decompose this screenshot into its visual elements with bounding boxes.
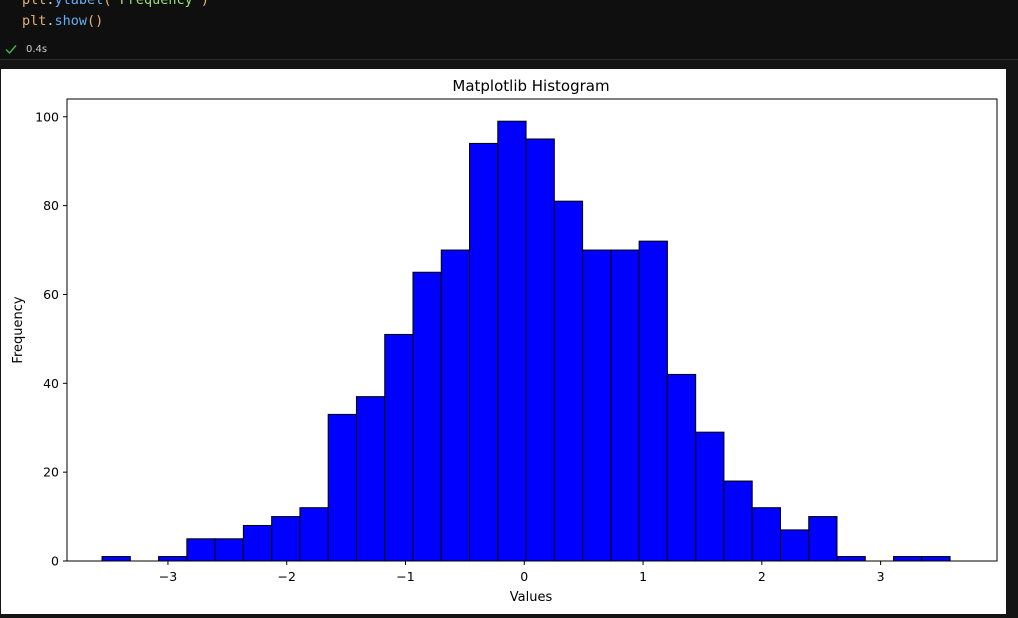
histogram-bar [638,240,668,562]
histogram-bar [469,142,499,562]
histogram-bar [695,431,725,562]
histogram-bar [440,249,471,562]
histogram-bar [158,556,188,562]
y-tick-label: 20 [43,465,59,480]
histogram-bar [186,538,216,562]
histogram-bar [214,538,244,562]
x-tick-label: 0 [520,569,528,584]
histogram-bar [384,333,414,562]
histogram-bar [779,529,810,562]
histogram-figure: Matplotlib Histogram −3 −2 −1 0 1 2 3 0 20 40 60 8… [1,69,1006,614]
histogram-bar [525,138,555,562]
histogram-bar [723,480,753,562]
histogram-bar [610,249,640,562]
y-axis-label: Frequency [11,296,26,363]
y-tick-label: 0 [51,554,59,569]
histogram-bar [582,249,612,562]
histogram-bar [751,507,781,562]
x-axis-label: Values [510,590,553,605]
histogram-bar [808,516,838,562]
plot-frame [66,98,998,562]
histogram-bar [553,200,584,562]
histogram-bar [921,556,951,562]
histogram-bar [299,507,329,562]
x-tick-label: 2 [758,569,766,584]
histogram-bar [836,556,866,562]
x-tick-label: −3 [159,569,177,584]
check-icon [5,45,17,55]
histogram-bar [327,413,357,562]
histogram-chart: Matplotlib Histogram −3 −2 −1 0 1 2 3 0 20 40 60 8… [11,77,998,605]
code-line-show: plt.show() [22,13,104,29]
x-tick-label: 1 [639,569,647,584]
y-tick-label: 40 [43,376,59,391]
x-tick-label: −2 [278,569,296,584]
cell-execution-status: 0.4s [0,39,200,59]
code-cell[interactable]: plt.ylabel('Frequency') plt.show() 0.4s [0,0,1018,59]
y-tick-label: 60 [43,287,59,302]
execution-time: 0.4s [26,43,48,55]
histogram-bar [497,120,527,562]
histogram-bar [412,271,442,562]
x-axis-ticks: −3 −2 −1 0 1 2 3 [159,561,885,584]
y-axis-ticks: 0 20 40 60 80 100 [35,109,67,569]
x-tick-label: 3 [877,569,885,584]
histogram-bar [271,516,301,562]
y-tick-label: 80 [43,198,59,213]
histogram-bar [242,524,273,562]
histogram-bar [355,396,386,562]
code-line-ylabel: plt.ylabel('Frequency') [22,0,209,8]
cell-divider [0,59,1018,60]
histogram-bar [893,556,923,562]
x-tick-label: −1 [396,569,414,584]
chart-title: Matplotlib Histogram [452,77,609,95]
y-tick-label: 100 [35,109,59,124]
histogram-bars [101,120,951,562]
histogram-bar [101,556,131,562]
histogram-bar [666,373,697,562]
